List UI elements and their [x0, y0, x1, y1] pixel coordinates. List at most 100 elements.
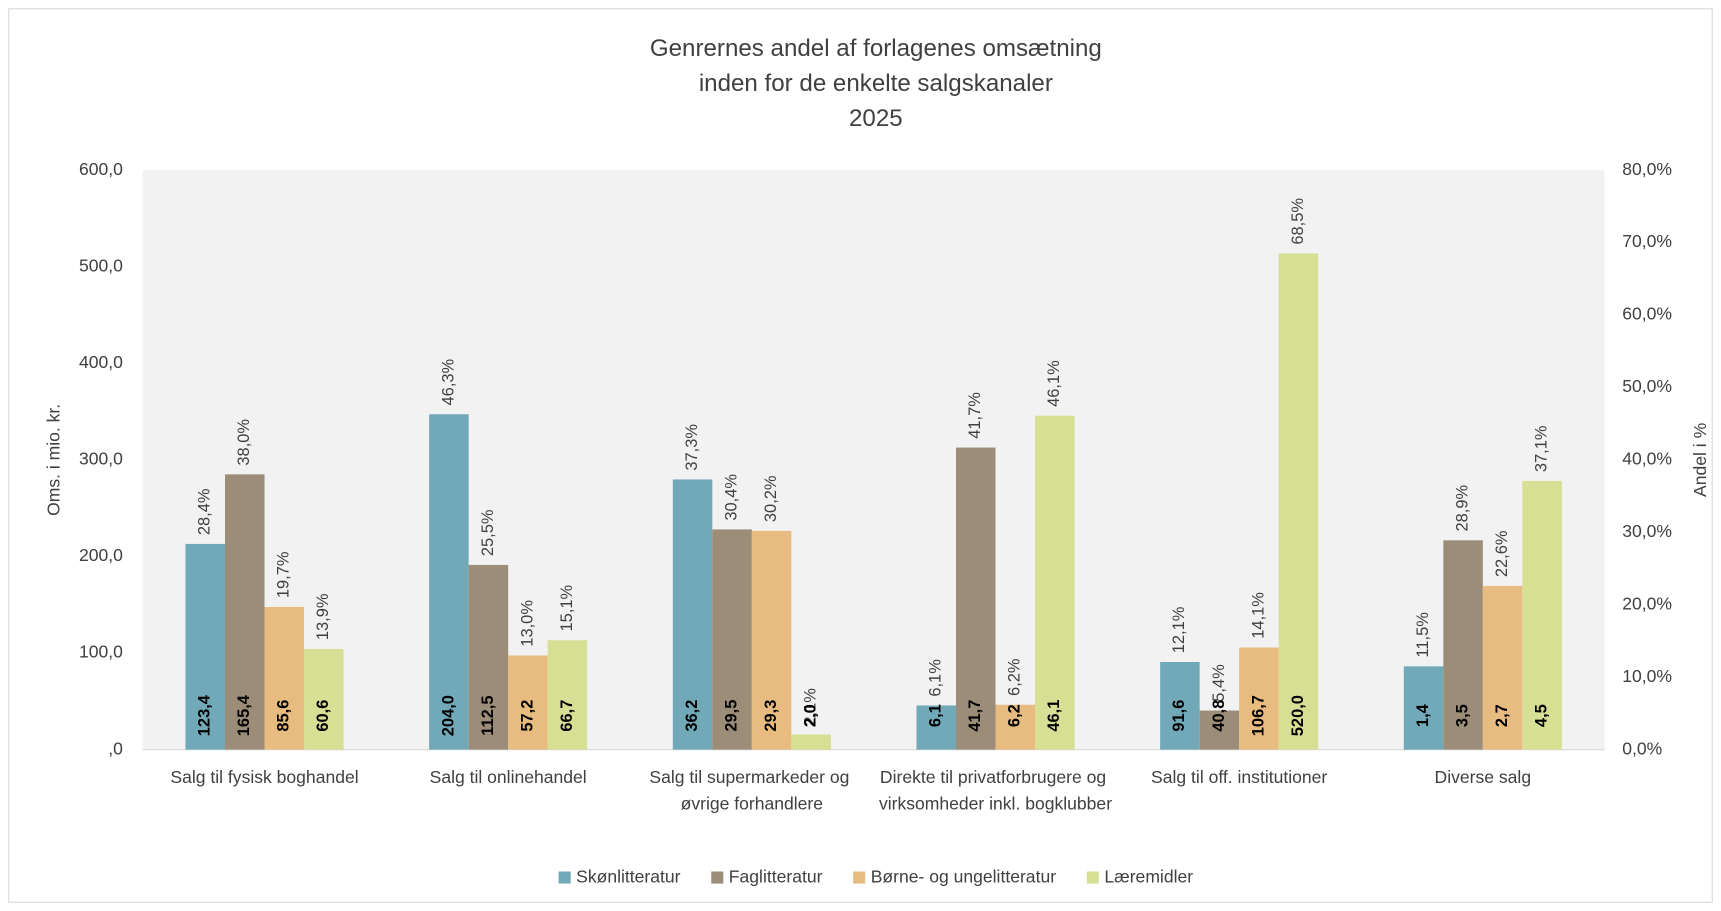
x-tick-line: Salg til supermarkeder og — [649, 767, 854, 787]
value-label: 12,1% — [1170, 606, 1188, 653]
amount-label: 36,2 — [683, 700, 701, 732]
value-label: 41,7% — [966, 392, 984, 439]
x-tick-line: Salg til onlinehandel — [430, 767, 587, 787]
y-tick-label: 500,0 — [79, 255, 123, 275]
amount-label: 29,5 — [722, 700, 740, 732]
bar — [508, 655, 548, 750]
bar — [672, 479, 713, 750]
y2-tick-label: 50,0% — [1622, 376, 1672, 396]
amount-label: 165,4 — [235, 694, 253, 736]
bar — [547, 640, 588, 750]
y-tick-label: 400,0 — [79, 352, 123, 372]
legend-label: Skønlitteratur — [576, 867, 680, 887]
y2-tick-label: 70,0% — [1622, 231, 1672, 251]
bar — [1199, 710, 1240, 750]
bar — [955, 447, 996, 750]
value-label: 37,3% — [683, 424, 701, 471]
x-tick-label: Salg til fysisk boghandel — [170, 767, 358, 787]
value-label: 68,5% — [1289, 198, 1307, 245]
value-label: 14,1% — [1249, 592, 1267, 639]
amount-label: 40,8 — [1210, 700, 1228, 732]
x-tick-line: Direkte til privatforbrugere og — [880, 767, 1111, 787]
bar — [468, 564, 509, 750]
bar — [264, 606, 305, 750]
amount-label: 4,5 — [1532, 704, 1550, 727]
bar — [1482, 585, 1523, 750]
legend-swatch — [711, 871, 724, 884]
x-tick-line: øvrige forhandlere — [681, 793, 823, 813]
value-label: 25,5% — [479, 509, 497, 556]
value-label: 2,1% — [801, 688, 819, 726]
amount-label: 46,1 — [1045, 700, 1063, 732]
x-tick-line: Salg til fysisk boghandel — [170, 767, 358, 787]
amount-label: 520,0 — [1289, 695, 1307, 736]
y2-tick-label: 10,0% — [1622, 666, 1672, 686]
amount-label: 57,2 — [518, 700, 536, 732]
amount-label: 6,2 — [1006, 704, 1024, 727]
amount-label: 85,6 — [275, 700, 293, 732]
value-label: 46,3% — [439, 358, 457, 405]
legend-label: Læremidler — [1104, 867, 1193, 887]
value-label: 28,9% — [1453, 484, 1471, 531]
legend: Skønlitteratur Faglitteratur Børne- og ung… — [558, 867, 1193, 887]
y-tick-label: ,0 — [108, 738, 123, 758]
legend-swatch — [853, 871, 866, 884]
y2-tick-label: 0,0% — [1622, 738, 1662, 758]
x-tick-line: virksomheder inkl. bogklubber — [879, 793, 1112, 813]
value-label: 6,2% — [1006, 658, 1024, 696]
bar — [1278, 253, 1319, 750]
y-tick-label: 100,0 — [79, 642, 123, 662]
amount-label: 41,7 — [966, 700, 984, 732]
amount-label: 123,4 — [196, 694, 214, 736]
amount-label: 29,3 — [762, 700, 780, 732]
x-tick-label: Direkte til privatforbrugere og virksomh… — [879, 767, 1112, 813]
value-label: 13,9% — [314, 593, 332, 640]
chart-title: Genrernes andel af forlagenes omsætning — [650, 35, 1102, 62]
value-label: 30,2% — [762, 475, 780, 522]
y2-tick-label: 60,0% — [1622, 304, 1672, 324]
value-label: 19,7% — [275, 551, 293, 598]
amount-label: 2,0 — [801, 704, 819, 727]
bar — [1522, 480, 1562, 750]
bar — [429, 414, 469, 750]
x-tick-label: Salg til onlinehandel — [430, 767, 587, 787]
y-tick-label: 600,0 — [79, 159, 123, 179]
value-label: 5,4% — [1210, 664, 1228, 702]
amount-label: 1,4 — [1414, 703, 1432, 727]
bar — [225, 474, 265, 750]
y2-tick-label: 40,0% — [1622, 449, 1672, 469]
bar — [791, 734, 831, 750]
bar — [712, 529, 752, 750]
value-label: 37,1% — [1532, 425, 1550, 472]
value-label: 38,0% — [235, 419, 253, 466]
value-label: 11,5% — [1414, 612, 1432, 658]
y2-tick-label: 80,0% — [1622, 159, 1672, 179]
bar — [1035, 415, 1075, 750]
x-tick-line: Diverse salg — [1435, 767, 1532, 787]
amount-label: 106,7 — [1249, 695, 1267, 736]
x-tick-label: Salg til off. institutioner — [1151, 767, 1327, 787]
value-label: 6,1% — [927, 659, 945, 697]
plot-area — [142, 170, 1605, 750]
bar — [304, 648, 344, 750]
bar — [1239, 647, 1279, 750]
legend-swatch — [1086, 871, 1099, 884]
bar — [916, 705, 956, 750]
amount-label: 91,6 — [1170, 700, 1188, 732]
y-tick-label: 200,0 — [79, 545, 123, 565]
amount-label: 6,1 — [927, 704, 945, 727]
value-label: 30,4% — [722, 474, 740, 521]
amount-label: 112,5 — [479, 695, 497, 735]
x-tick-label: Diverse salg — [1435, 767, 1532, 787]
value-label: 28,4% — [196, 488, 214, 535]
amount-label: 60,6 — [314, 700, 332, 732]
legend-swatch — [558, 871, 571, 884]
x-tick-label: Salg til supermarkeder og øvrige forhand… — [649, 767, 854, 813]
amount-label: 2,7 — [1493, 704, 1511, 727]
bar — [1160, 661, 1200, 750]
y-axis-label: Oms. i mio. kr. — [44, 404, 64, 516]
amount-label: 66,7 — [558, 700, 576, 732]
value-label: 46,1% — [1045, 360, 1063, 407]
x-tick-line: Salg til off. institutioner — [1151, 767, 1327, 787]
